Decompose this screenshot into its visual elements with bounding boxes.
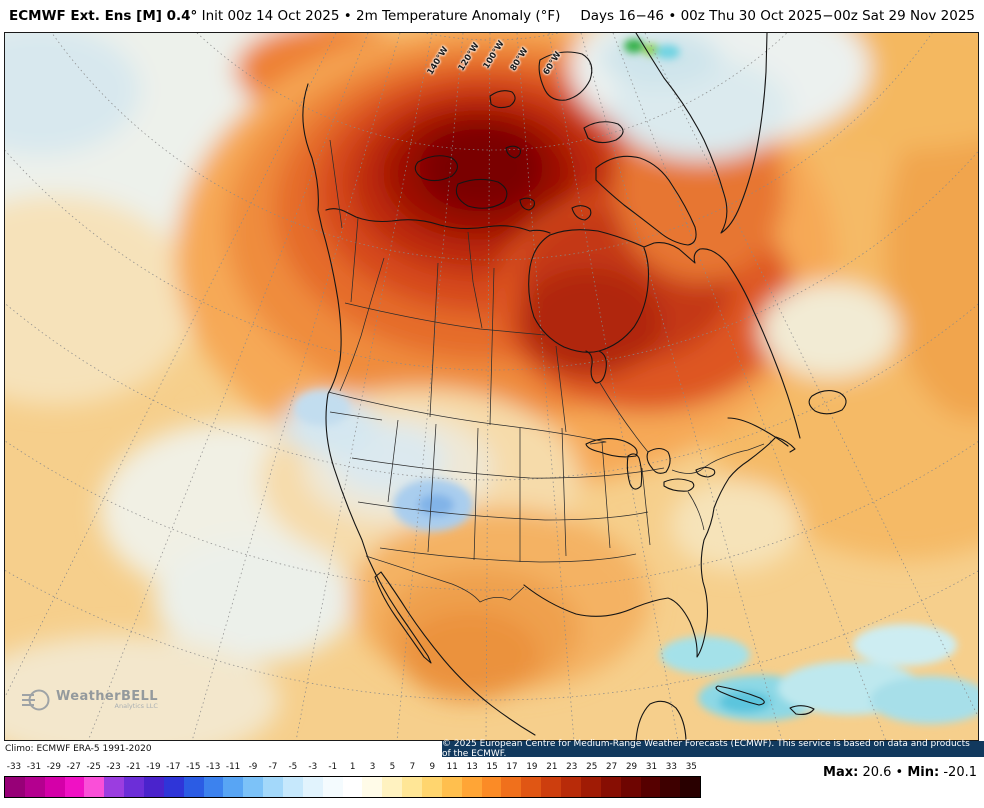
coastlines [302, 33, 847, 740]
colorbar-tick: -3 [308, 762, 318, 772]
colorbar-tick: 23 [566, 762, 578, 772]
colorbar-cell [84, 777, 105, 797]
state-borders [327, 139, 765, 603]
colorbar-cell [402, 777, 423, 797]
stats-separator: • [895, 765, 904, 780]
colorbar-tick: 35 [685, 762, 697, 772]
colorbar-cell [322, 777, 343, 797]
stats: Max: 20.6 • Min: -20.1 [823, 765, 977, 780]
graticule [5, 33, 978, 740]
colorbar-tick: -5 [288, 762, 298, 772]
colorbar-cell [144, 777, 164, 797]
colorbar-tick: 21 [546, 762, 558, 772]
colorbar-cell [283, 777, 303, 797]
colorbar-cell [104, 777, 125, 797]
colorbar-cell [163, 777, 184, 797]
colorbar-tick: 13 [466, 762, 478, 772]
colorbar-cell [461, 777, 482, 797]
colorbar-tick: 9 [429, 762, 436, 772]
colorbar-tick: 25 [586, 762, 598, 772]
colorbar-tick: -33 [6, 762, 22, 772]
colorbar-cell [302, 777, 323, 797]
colorbar-cell [541, 777, 562, 797]
colorbar-tick: 3 [369, 762, 376, 772]
colorbar-cell [263, 777, 284, 797]
colorbar-tick: -7 [268, 762, 278, 772]
colorbar-cell [342, 777, 363, 797]
colorbar-tick: -15 [186, 762, 201, 772]
colorbar-cell [580, 777, 601, 797]
colorbar-cell [521, 777, 542, 797]
colorbar-cell [422, 777, 442, 797]
colorbar-cell [223, 777, 244, 797]
colorbar-tick: -19 [146, 762, 161, 772]
colorbar-cell [183, 777, 204, 797]
colorbar [4, 776, 701, 798]
colorbar-cell [44, 777, 65, 797]
colorbar-cell [124, 777, 145, 797]
colorbar-tick: -31 [26, 762, 42, 772]
colorbar-cell [660, 777, 681, 797]
colorbar-tick: 5 [389, 762, 396, 772]
colorbar-cell [64, 777, 85, 797]
legend: -33 -31 -29 -27 -25 -23 -21 -19 -17 -15 -13 -11 -9 -7… [0, 757, 984, 808]
colorbar-tick: -9 [248, 762, 258, 772]
weatherbell-logo-icon [22, 689, 50, 711]
colorbar-cell [640, 777, 661, 797]
colorbar-tick: 1 [349, 762, 356, 772]
colorbar-cell [680, 777, 701, 797]
colorbar-tick: 17 [506, 762, 518, 772]
colorbar-tick: -17 [166, 762, 181, 772]
climo-note: Climo: ECMWF ERA-5 1991-2020 [0, 741, 442, 757]
colorbar-ticks: -33 -31 -29 -27 -25 -23 -21 -19 -17 -15 -13 -11 -9 -7… [4, 762, 701, 772]
colorbar-cell [5, 777, 25, 797]
colorbar-cell [203, 777, 224, 797]
attribution-bar: Climo: ECMWF ERA-5 1991-2020 © 2025 Euro… [0, 739, 984, 759]
colorbar-cell [620, 777, 641, 797]
colorbar-tick: -29 [46, 762, 61, 772]
colorbar-tick: 29 [625, 762, 638, 772]
colorbar-cell [441, 777, 462, 797]
colorbar-tick: 31 [645, 762, 658, 772]
colorbar-tick: -27 [66, 762, 81, 772]
copyright-note: © 2025 European Centre for Medium-Range … [442, 739, 984, 759]
valid-period: Days 16−46 • 00z Thu 30 Oct 2025−00z Sat… [580, 8, 975, 24]
colorbar-cell [243, 777, 264, 797]
colorbar-cell [362, 777, 383, 797]
init-and-parameter: Init 00z 14 Oct 2025 • 2m Temperature An… [197, 8, 561, 24]
colorbar-cell [382, 777, 403, 797]
colorbar-tick: -23 [106, 762, 121, 772]
max-value: 20.6 [862, 765, 892, 780]
min-value: -20.1 [943, 765, 977, 780]
colorbar-tick: 11 [446, 762, 458, 772]
watermark-text: WeatherBELL Analytics LLC [56, 690, 158, 710]
colorbar-cell [501, 777, 522, 797]
map-graphic [5, 33, 978, 740]
colorbar-cell [24, 777, 45, 797]
colorbar-tick: 15 [486, 762, 498, 772]
colorbar-tick: 33 [665, 762, 677, 772]
title-bar: ECMWF Ext. Ens [M] 0.4° Init 00z 14 Oct … [0, 0, 984, 32]
watermark-name: WeatherBELL [56, 688, 158, 704]
colorbar-tick: -11 [225, 762, 241, 772]
colorbar-tick: -13 [205, 762, 221, 772]
map-area: 140°W 120°W 100°W 80°W 60°W WeatherBELL Anal… [4, 32, 979, 741]
colorbar-tick: 19 [526, 762, 538, 772]
colorbar-tick: -25 [86, 762, 101, 772]
colorbar-cell [561, 777, 581, 797]
colorbar-tick: -1 [328, 762, 338, 772]
colorbar-cell [600, 777, 621, 797]
min-label: Min: [907, 765, 940, 780]
colorbar-tick: 7 [409, 762, 416, 772]
weatherbell-watermark: WeatherBELL Analytics LLC [21, 685, 158, 715]
anomaly-field [5, 33, 978, 740]
max-label: Max: [823, 765, 859, 780]
colorbar-tick: -21 [126, 762, 141, 772]
watermark-sub: Analytics LLC [114, 702, 158, 711]
model-name: ECMWF Ext. Ens [M] 0.4° [9, 8, 198, 24]
colorbar-tick: 27 [606, 762, 618, 772]
map-title: ECMWF Ext. Ens [M] 0.4° Init 00z 14 Oct … [9, 8, 560, 24]
colorbar-cell [481, 777, 502, 797]
